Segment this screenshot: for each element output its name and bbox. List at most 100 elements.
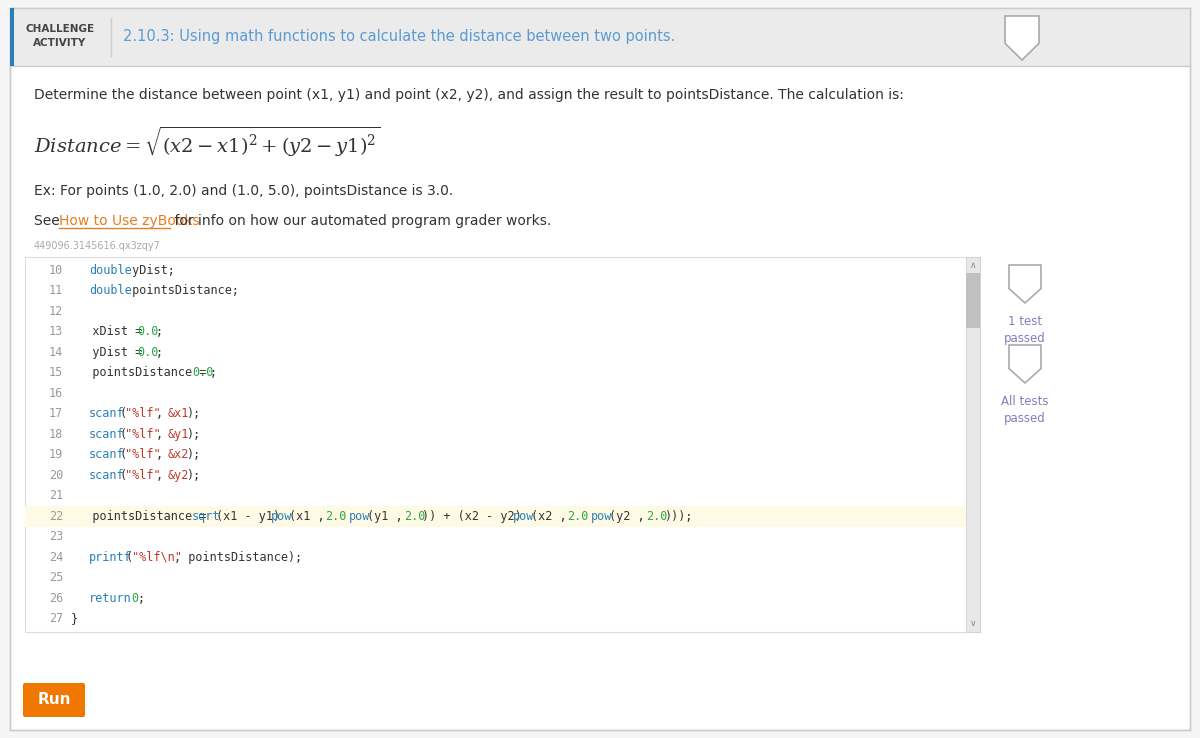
Text: yDist =: yDist = <box>71 345 149 359</box>
Text: 14: 14 <box>49 345 64 359</box>
Text: Determine the distance between point (x1, y1) and point (x2, y2), and assign the: Determine the distance between point (x1… <box>34 88 904 102</box>
Text: 0.0: 0.0 <box>138 345 158 359</box>
Text: double: double <box>89 263 132 277</box>
Bar <box>25 506 966 526</box>
Text: pow: pow <box>349 510 371 523</box>
Text: 0.0: 0.0 <box>192 366 214 379</box>
Text: &x2: &x2 <box>168 448 190 461</box>
Text: pow: pow <box>512 510 534 523</box>
Text: 15: 15 <box>49 366 64 379</box>
Text: pow: pow <box>271 510 292 523</box>
Text: scanf: scanf <box>89 469 125 482</box>
Text: ACTIVITY: ACTIVITY <box>34 38 86 48</box>
Text: 23: 23 <box>49 530 64 543</box>
Text: "%lf": "%lf" <box>126 407 161 420</box>
Text: ;: ; <box>138 592 145 604</box>
Text: double: double <box>89 284 132 297</box>
Text: 12: 12 <box>49 305 64 318</box>
Text: for info on how our automated program grader works.: for info on how our automated program gr… <box>169 214 551 228</box>
Text: pointsDistance;: pointsDistance; <box>126 284 240 297</box>
Bar <box>966 257 980 632</box>
Text: 2.0: 2.0 <box>325 510 347 523</box>
Text: CHALLENGE: CHALLENGE <box>25 24 95 34</box>
Text: &y1: &y1 <box>168 428 190 441</box>
Text: scanf: scanf <box>89 407 125 420</box>
Text: )));: ))); <box>664 510 692 523</box>
Text: 27: 27 <box>49 613 64 625</box>
FancyBboxPatch shape <box>23 683 85 717</box>
Text: 20: 20 <box>49 469 64 482</box>
Text: (: ( <box>126 551 132 564</box>
Text: pow: pow <box>592 510 613 523</box>
Text: 13: 13 <box>49 325 64 338</box>
Text: 2.0: 2.0 <box>646 510 667 523</box>
Text: (x2 ,: (x2 , <box>530 510 574 523</box>
Text: );: ); <box>186 448 200 461</box>
Text: $\mathit{Distance} = \sqrt{(x2-x1)^{2}+(y2-y1)^{2}}$: $\mathit{Distance} = \sqrt{(x2-x1)^{2}+(… <box>34 124 380 158</box>
Text: sqrt: sqrt <box>192 510 221 523</box>
Text: pointsDistance =: pointsDistance = <box>71 366 214 379</box>
Text: 16: 16 <box>49 387 64 400</box>
Text: 2.10.3: Using math functions to calculate the distance between two points.: 2.10.3: Using math functions to calculat… <box>124 30 676 44</box>
Text: (y1 ,: (y1 , <box>367 510 410 523</box>
Text: scanf: scanf <box>89 428 125 441</box>
Text: Ex: For points (1.0, 2.0) and (1.0, 5.0), pointsDistance is 3.0.: Ex: For points (1.0, 2.0) and (1.0, 5.0)… <box>34 184 454 198</box>
Text: 22: 22 <box>49 510 64 523</box>
Text: &x1: &x1 <box>168 407 190 420</box>
Text: 11: 11 <box>49 284 64 297</box>
Text: "%lf\n": "%lf\n" <box>132 551 181 564</box>
Text: }: } <box>71 613 78 625</box>
Text: (y2 ,: (y2 , <box>610 510 652 523</box>
Text: );: ); <box>186 428 200 441</box>
Text: 0: 0 <box>132 592 139 604</box>
Polygon shape <box>1009 345 1042 383</box>
Text: printf: printf <box>89 551 132 564</box>
Polygon shape <box>1006 16 1039 60</box>
Text: ;: ; <box>210 366 217 379</box>
Text: return: return <box>89 592 132 604</box>
Text: 19: 19 <box>49 448 64 461</box>
Text: 24: 24 <box>49 551 64 564</box>
Polygon shape <box>1009 265 1042 303</box>
Text: ;: ; <box>156 345 163 359</box>
Text: (: ( <box>120 448 126 461</box>
Text: 18: 18 <box>49 428 64 441</box>
Text: 10: 10 <box>49 263 64 277</box>
Text: ,: , <box>156 448 170 461</box>
Text: ∧: ∧ <box>970 261 977 269</box>
Text: (x1 ,: (x1 , <box>289 510 331 523</box>
Text: scanf: scanf <box>89 448 125 461</box>
Text: (: ( <box>120 469 126 482</box>
Text: 449096.3145616.qx3zqy7: 449096.3145616.qx3zqy7 <box>34 241 161 251</box>
Text: ,: , <box>156 428 170 441</box>
Bar <box>966 273 980 328</box>
Text: );: ); <box>186 407 200 420</box>
Text: How to Use zyBooks: How to Use zyBooks <box>59 214 199 228</box>
Text: (x1 - y1): (x1 - y1) <box>216 510 281 523</box>
Text: xDist =: xDist = <box>71 325 149 338</box>
Text: );: ); <box>186 469 200 482</box>
Text: ,: , <box>156 469 170 482</box>
Text: ;: ; <box>156 325 163 338</box>
Text: Run: Run <box>37 692 71 708</box>
Text: 26: 26 <box>49 592 64 604</box>
Text: 2.0: 2.0 <box>403 510 425 523</box>
Text: ∨: ∨ <box>970 619 977 629</box>
Text: "%lf": "%lf" <box>126 469 161 482</box>
Text: ,: , <box>156 407 170 420</box>
Text: (: ( <box>120 407 126 420</box>
Text: 0.0: 0.0 <box>138 325 158 338</box>
Text: yDist;: yDist; <box>126 263 175 277</box>
Text: , pointsDistance);: , pointsDistance); <box>174 551 302 564</box>
Text: "%lf": "%lf" <box>126 428 161 441</box>
Text: )) + (x2 - y2): )) + (x2 - y2) <box>422 510 529 523</box>
Text: pointsDistance =: pointsDistance = <box>71 510 214 523</box>
Text: 17: 17 <box>49 407 64 420</box>
Text: See: See <box>34 214 64 228</box>
Text: 1 test
passed: 1 test passed <box>1004 315 1046 345</box>
Text: "%lf": "%lf" <box>126 448 161 461</box>
Bar <box>10 8 1190 66</box>
Text: 21: 21 <box>49 489 64 503</box>
Text: &y2: &y2 <box>168 469 190 482</box>
Text: 25: 25 <box>49 571 64 584</box>
